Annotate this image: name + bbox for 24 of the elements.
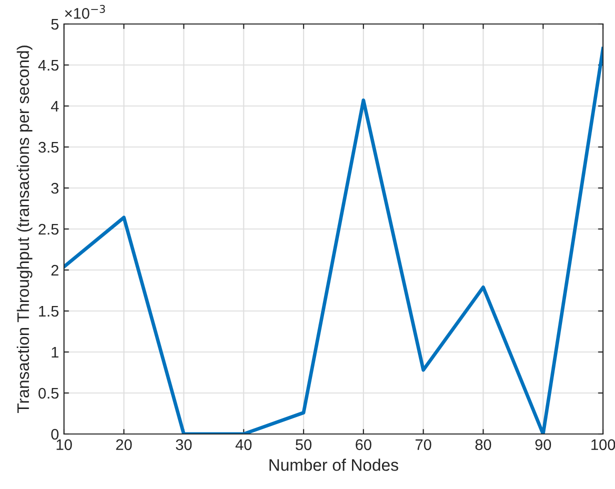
y-tick-label: 4 [50, 101, 59, 112]
x-tick-label: 90 [535, 439, 552, 450]
y-tick-label: 5 [51, 19, 58, 30]
x-tick-label: 70 [416, 439, 432, 450]
y-tick-label: 3.5 [38, 142, 58, 153]
x-axis-title: Number of Nodes [270, 458, 398, 471]
y-tick-label: 2.5 [38, 224, 58, 235]
y-tick-label: 4.5 [38, 60, 58, 71]
y-tick-label: 0 [51, 428, 59, 440]
x-tick-label: 20 [116, 439, 132, 450]
y-tick-label: 1 [52, 347, 58, 358]
y-axis-title: Transaction Throughput (transactions per second) [16, 46, 32, 413]
x-tick-label: 60 [356, 439, 372, 450]
y-tick-label: 1.5 [39, 306, 58, 317]
y-tick-label: 0.5 [38, 388, 58, 399]
x-tick-label: 80 [475, 439, 492, 450]
x-tick-label: 40 [236, 439, 252, 450]
y-tick-label: 2 [51, 264, 58, 276]
x-tick-label: 50 [296, 439, 312, 450]
x-tick-label: 100 [591, 439, 615, 450]
text: ×10$^{−3}$ [65, 4, 105, 19]
y-tick-label: 3 [51, 182, 58, 194]
x-tick-label: 10 [56, 439, 72, 450]
x-tick-label: 30 [176, 439, 192, 450]
